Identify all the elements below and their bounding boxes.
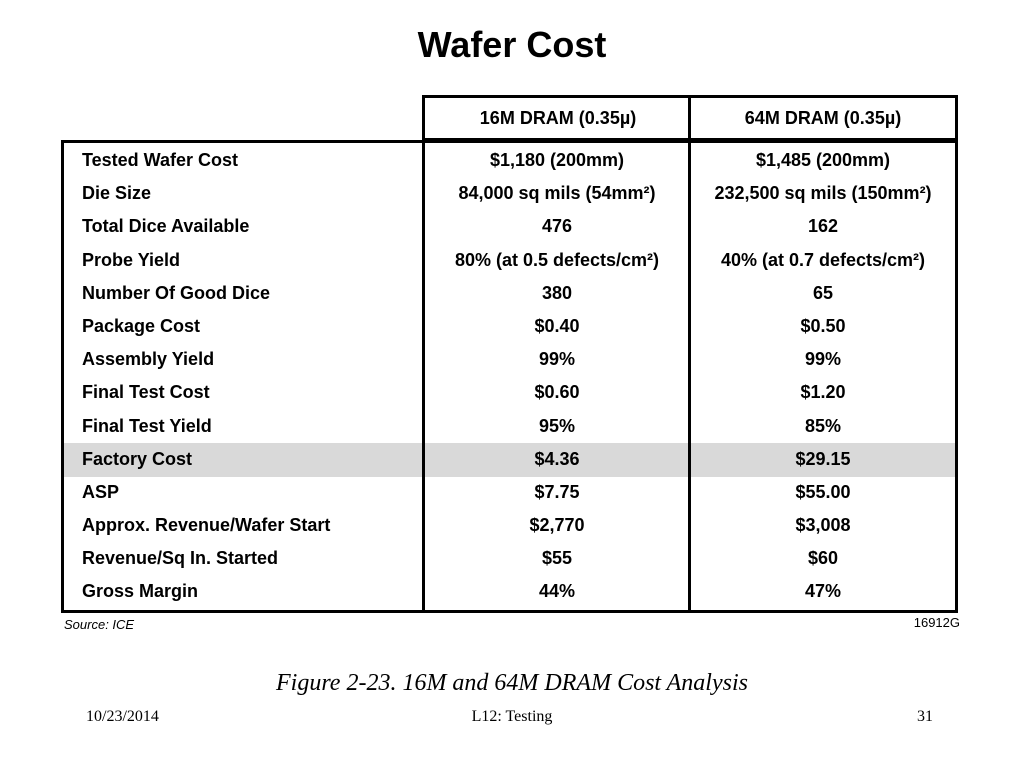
footer-title: L12: Testing — [471, 708, 553, 725]
cell-64m: $0.50 — [800, 315, 846, 336]
cell-16m: $0.40 — [534, 315, 580, 336]
row-label: Revenue/Sq In. Started — [82, 548, 279, 569]
cost-table — [61, 140, 958, 613]
table-row: Factory Cost $4.36 $29.15 — [64, 444, 955, 477]
table-row: Probe Yield 80% (at 0.5 defects/cm²) 40%… — [64, 245, 955, 278]
row-label: Tested Wafer Cost — [82, 150, 239, 170]
figure-id: 16912G — [913, 615, 960, 630]
cell-64m: 47% — [804, 581, 842, 602]
table-row: ASP $7.75 $55.00 — [64, 477, 955, 510]
cell-64m: 65 — [812, 282, 834, 303]
cell-16m: $4.36 — [534, 448, 580, 469]
cell-16m: 380 — [541, 282, 573, 303]
table-row: Final Test Cost $0.60 $1.20 — [64, 377, 955, 410]
row-label: Gross Margin — [82, 581, 199, 602]
table-row: Tested Wafer Cost $1,180 (200mm) $1,485 … — [64, 145, 955, 178]
cell-16m: 84,000 sq mils (54mm²) — [458, 183, 656, 204]
cell-64m: 162 — [807, 216, 839, 237]
cell-16m: 99% — [538, 349, 576, 370]
row-label: Assembly Yield — [82, 349, 215, 370]
column-divider — [688, 140, 691, 613]
table-row: Revenue/Sq In. Started $55 $60 — [64, 543, 955, 576]
row-label: Factory Cost — [82, 448, 193, 469]
table-row: Die Size 84,000 sq mils (54mm²) 232,500 … — [64, 178, 955, 211]
row-label: Package Cost — [82, 315, 201, 336]
row-label: Die Size — [82, 183, 152, 204]
table-row: Package Cost $0.40 $0.50 — [64, 311, 955, 344]
table-row: Total Dice Available 476 162 — [64, 211, 955, 244]
table-row: Number Of Good Dice 380 65 — [64, 278, 955, 311]
cell-64m: $60 — [807, 548, 839, 569]
table-row: Assembly Yield 99% 99% — [64, 344, 955, 377]
table-row: Approx. Revenue/Wafer Start $2,770 $3,00… — [64, 510, 955, 543]
cell-16m: $1,180 (200mm) — [489, 150, 625, 170]
column-header-16m: 16M DRAM (0.35µ) — [422, 95, 691, 141]
row-label: Approx. Revenue/Wafer Start — [82, 515, 331, 536]
cell-64m: $29.15 — [795, 448, 851, 469]
table-row: Gross Margin 44% 47% — [64, 576, 955, 609]
cell-64m: 99% — [804, 349, 842, 370]
row-label: Final Test Cost — [82, 382, 210, 403]
table-source: Source: ICE — [64, 617, 135, 632]
cell-64m: $1.20 — [800, 382, 846, 403]
row-label: ASP — [82, 481, 120, 502]
cell-64m: $55.00 — [795, 481, 851, 502]
cell-64m: $3,008 — [795, 515, 851, 536]
figure-caption: Figure 2-23. 16M and 64M DRAM Cost Analy… — [276, 670, 748, 696]
slide-title: Wafer Cost — [417, 24, 607, 65]
footer-date: 10/23/2014 — [86, 708, 159, 725]
cell-16m: $7.75 — [534, 481, 580, 502]
cell-64m: $1,485 (200mm) — [755, 150, 891, 170]
table-row: Final Test Yield 95% 85% — [64, 411, 955, 444]
row-label: Number Of Good Dice — [82, 282, 271, 303]
cell-64m: 85% — [804, 415, 842, 436]
factory-cost-highlight — [64, 443, 955, 477]
cell-64m: 40% (at 0.7 defects/cm²) — [720, 249, 926, 270]
cell-16m: 80% (at 0.5 defects/cm²) — [454, 249, 660, 270]
column-header-64m: 64M DRAM (0.35µ) — [688, 95, 958, 141]
row-label: Probe Yield — [82, 249, 181, 270]
cell-16m: $2,770 — [529, 515, 585, 536]
page-number: 31 — [917, 708, 933, 725]
cell-16m: $0.60 — [534, 382, 580, 403]
table-body: Tested Wafer Cost $1,180 (200mm) $1,485 … — [64, 145, 955, 610]
cell-16m: $55 — [541, 548, 573, 569]
row-label: Total Dice Available — [82, 216, 250, 237]
row-label: Final Test Yield — [82, 415, 212, 436]
cell-16m: 476 — [541, 216, 573, 237]
cell-64m: 232,500 sq mils (150mm²) — [714, 183, 932, 204]
column-divider — [422, 140, 425, 613]
cell-16m: 44% — [538, 581, 576, 602]
cell-16m: 95% — [538, 415, 576, 436]
